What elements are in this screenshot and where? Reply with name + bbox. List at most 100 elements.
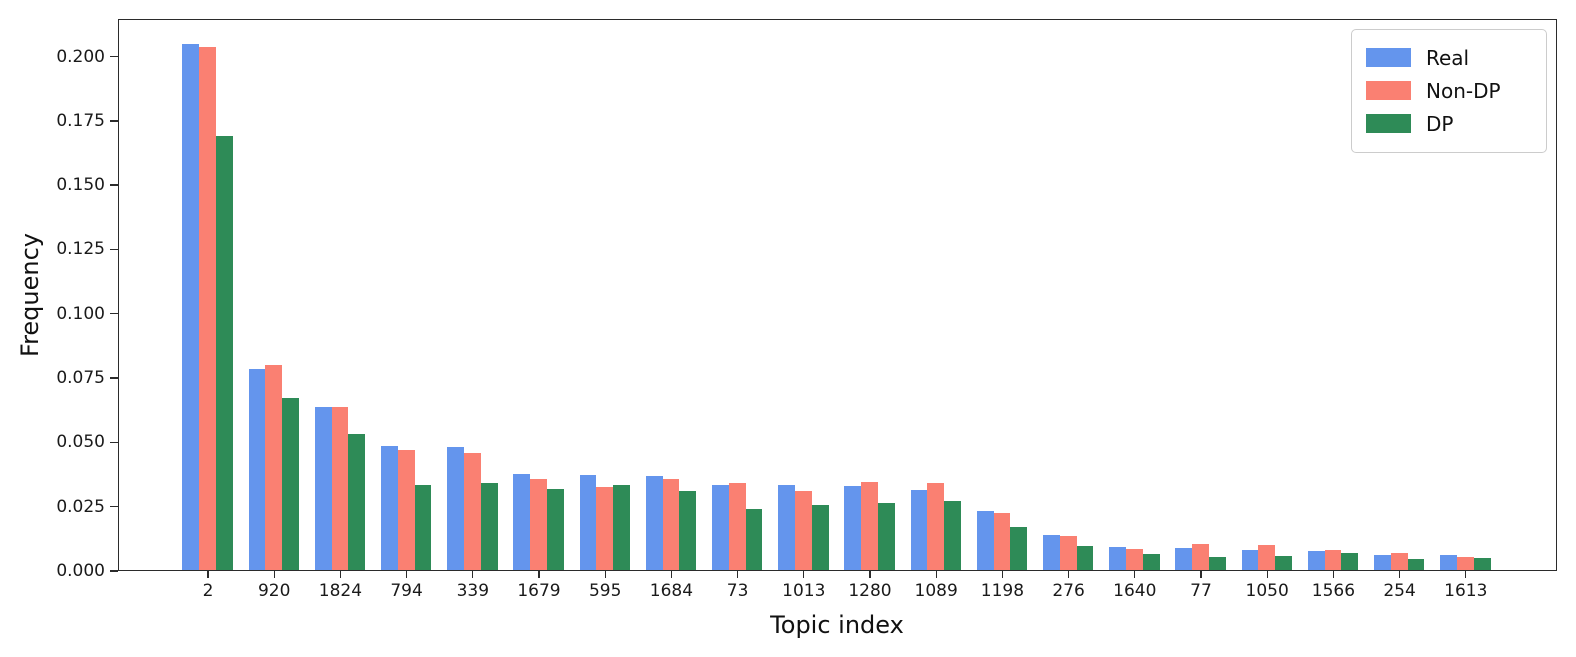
legend-entry-real: Real [1366,41,1532,74]
x-tick-label: 276 [1052,581,1085,601]
y-tick-mark [110,55,118,58]
bar-dp-1566 [1341,552,1359,570]
bar-non-dp-73 [728,483,746,570]
x-tick-mark [1266,571,1268,578]
y-tick-label: 0.125 [56,239,105,260]
x-tick-label: 595 [588,581,622,601]
x-tick-mark [273,571,275,578]
bar-non-dp-1013 [795,491,812,570]
x-tick-mark [1332,571,1335,578]
bar-non-dp-1566 [1324,549,1342,570]
bar-non-dp-1280 [861,482,878,570]
y-tick-mark [110,570,118,572]
y-tick-label: 0.075 [56,368,105,389]
x-tick-label: 77 [1190,581,1212,601]
bar-dp-794 [414,485,432,570]
x-tick-label: 1679 [517,581,561,601]
bar-real-1679 [513,473,531,570]
bar-real-73 [712,485,729,570]
bar-non-dp-77 [1192,543,1209,570]
legend-label-non-dp: Non-DP [1426,78,1501,103]
bar-non-dp-1613 [1457,556,1474,570]
y-tick-label: 0.025 [56,496,105,517]
bar-dp-1280 [878,503,895,570]
y-tick-mark [110,441,118,444]
x-tick-mark [538,571,540,578]
bar-dp-1050 [1275,556,1292,570]
y-tick-mark [110,377,118,379]
bar-real-339 [447,446,464,570]
x-tick-label: 1280 [848,581,892,601]
x-tick-label: 73 [726,581,749,601]
bar-non-dp-1089 [927,483,945,570]
x-tick-mark [1134,571,1136,578]
legend-entry-non-dp: Non-DP [1366,74,1532,107]
legend-entry-dp: DP [1366,107,1532,140]
bar-dp-1824 [348,433,366,570]
plot-area [118,19,1557,571]
bar-dp-73 [745,508,763,570]
bar-non-dp-794 [397,450,415,570]
legend: Real Non-DP DP [1351,29,1547,153]
bar-non-dp-1050 [1258,545,1276,570]
x-tick-mark [670,571,673,578]
x-tick-mark [1200,571,1202,578]
bar-dp-1013 [811,505,829,570]
bar-real-1684 [645,476,663,570]
bar-real-1824 [314,406,332,570]
bar-dp-339 [480,483,498,570]
bar-real-1613 [1440,555,1457,570]
bar-real-1013 [778,485,795,570]
x-tick-mark [736,571,739,578]
x-tick-label: 254 [1383,581,1416,601]
bar-dp-2 [216,135,233,570]
x-tick-mark [1465,571,1467,578]
bars-layer [119,20,1556,570]
bar-dp-920 [282,397,299,570]
bar-non-dp-1640 [1126,549,1143,570]
bar-dp-276 [1076,546,1094,570]
y-tick-label: 0.050 [56,432,105,453]
x-axis-label: Topic index [770,611,904,639]
y-tick-mark [110,248,118,251]
x-tick-label: 339 [456,581,490,601]
bar-dp-595 [613,485,630,570]
bar-non-dp-1824 [331,406,349,570]
bar-dp-1613 [1473,557,1491,570]
legend-swatch-real [1366,48,1411,67]
y-tick-label: 0.200 [56,46,105,67]
bar-dp-1198 [1010,527,1028,570]
bar-dp-1640 [1142,554,1160,570]
bar-real-1050 [1241,549,1259,570]
y-tick-mark [110,184,118,186]
y-tick-label: 0.150 [56,175,105,196]
bar-non-dp-1684 [662,478,680,570]
x-tick-mark [604,571,606,578]
x-tick-mark [1067,571,1070,578]
bar-real-1280 [844,485,862,570]
bar-dp-1684 [679,490,697,570]
x-tick-mark [935,571,937,578]
bar-non-dp-1679 [530,478,547,570]
bar-real-77 [1175,548,1193,570]
x-tick-mark [405,571,408,578]
bar-non-dp-254 [1390,553,1408,570]
x-tick-label: 1013 [782,581,826,601]
bar-real-276 [1043,535,1060,570]
x-tick-label: 1613 [1444,581,1488,601]
bar-real-595 [579,474,597,570]
x-tick-label: 2 [202,581,214,601]
x-tick-label: 1824 [318,581,363,601]
bar-non-dp-1198 [993,512,1011,570]
y-tick-label: 0.175 [56,110,105,131]
bar-real-1566 [1307,551,1325,570]
bar-dp-254 [1407,558,1425,570]
x-tick-mark [1001,571,1004,578]
bar-real-1640 [1109,546,1126,570]
x-tick-mark [339,571,342,578]
x-tick-label: 1566 [1311,581,1356,601]
bar-real-1089 [910,489,928,570]
x-tick-label: 794 [390,581,423,601]
bar-real-254 [1374,555,1391,570]
